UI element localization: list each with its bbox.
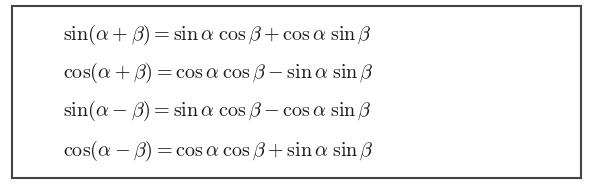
Text: $\sin(\alpha + \beta) = \sin\alpha\;\cos\beta + \cos\alpha\;\sin\beta$: $\sin(\alpha + \beta) = \sin\alpha\;\cos… (63, 23, 372, 47)
Text: $\sin(\alpha - \beta) = \sin\alpha\;\cos\beta - \cos\alpha\;\sin\beta$: $\sin(\alpha - \beta) = \sin\alpha\;\cos… (63, 99, 372, 123)
Text: $\cos(\alpha - \beta) = \cos\alpha\;\cos\beta + \sin\alpha\;\sin\beta$: $\cos(\alpha - \beta) = \cos\alpha\;\cos… (63, 139, 374, 163)
Text: $\cos(\alpha + \beta) = \cos\alpha\;\cos\beta - \sin\alpha\;\sin\beta$: $\cos(\alpha + \beta) = \cos\alpha\;\cos… (63, 61, 374, 85)
